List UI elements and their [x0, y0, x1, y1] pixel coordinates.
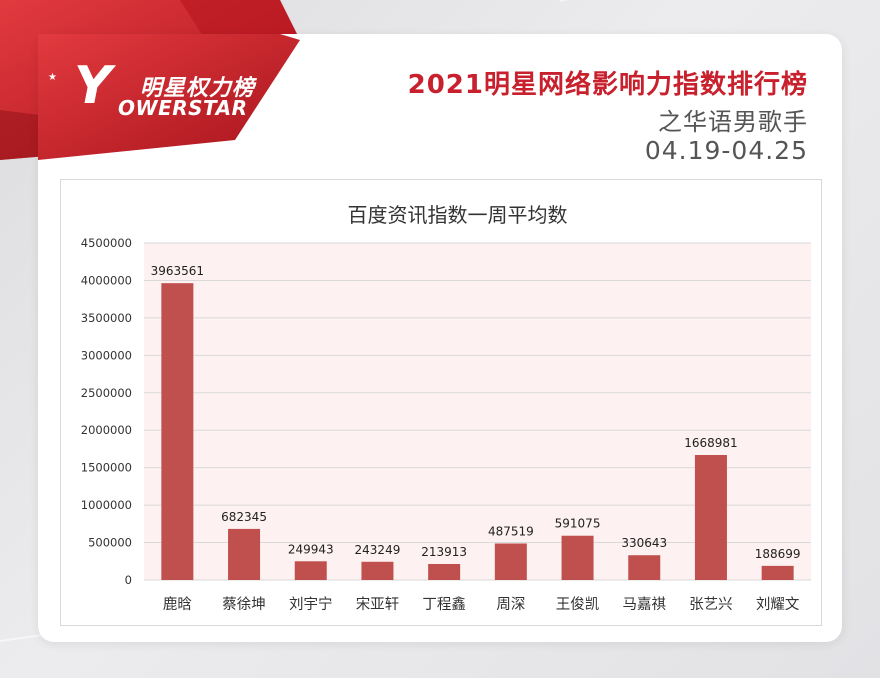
bar — [294, 561, 327, 580]
y-tick-label: 1000000 — [81, 498, 132, 512]
y-tick-label: 2500000 — [81, 386, 132, 400]
data-label: 243249 — [355, 543, 401, 557]
x-tick-label: 马嘉祺 — [623, 596, 667, 613]
bar — [228, 528, 261, 580]
logo-letter: Y — [74, 56, 112, 116]
bar — [628, 555, 661, 580]
star-icon: ★ — [48, 72, 57, 83]
data-label: 330643 — [621, 536, 667, 550]
data-label: 249943 — [288, 542, 334, 556]
bar — [361, 561, 394, 580]
y-tick-label: 1500000 — [81, 461, 132, 475]
y-tick-label: 3000000 — [81, 348, 132, 362]
x-tick-label: 宋亚轩 — [356, 596, 400, 613]
x-tick-label: 蔡徐坤 — [222, 596, 265, 613]
chart-container: 百度资讯指数一周平均数 0 500000 1000000 1500000 2000000 2… — [60, 179, 822, 626]
bar-chart: 百度资讯指数一周平均数 0 500000 1000000 1500000 2000000 2… — [81, 203, 811, 613]
x-tick-label: 刘耀文 — [756, 596, 800, 613]
page-title: 2021明星网络影响力指数排行榜 — [407, 70, 808, 100]
x-tick-label: 丁程鑫 — [422, 595, 466, 613]
bar — [561, 535, 594, 580]
bar — [428, 563, 461, 580]
banner-overlay — [38, 34, 300, 160]
logo-chinese: 明星权力榜 — [140, 76, 256, 101]
data-label: 1668981 — [684, 436, 737, 450]
date-range: 04.19-04.25 — [644, 136, 808, 165]
page-subtitle: 之华语男歌手 — [658, 108, 808, 136]
data-label: 591075 — [555, 517, 601, 531]
bar — [694, 455, 727, 580]
x-tick-label: 王俊凯 — [556, 596, 600, 613]
y-tick-label: 2000000 — [81, 423, 132, 437]
y-tick-label: 4000000 — [81, 273, 132, 287]
chart-title: 百度资讯指数一周平均数 — [348, 203, 568, 227]
x-tick-label: 刘宇宁 — [289, 596, 333, 613]
y-tick-label: 0 — [125, 573, 132, 587]
y-tick-label: 500000 — [88, 536, 132, 550]
x-tick-label: 张艺兴 — [689, 596, 733, 613]
data-label: 213913 — [421, 545, 467, 559]
data-label: 487519 — [488, 524, 534, 538]
data-label: 682345 — [221, 510, 267, 524]
x-tick-label: 周深 — [496, 596, 525, 613]
data-label: 3963561 — [151, 264, 204, 278]
y-tick-label: 4500000 — [81, 236, 132, 250]
data-label: 188699 — [755, 547, 801, 561]
y-tick-label: 3500000 — [81, 311, 132, 325]
x-tick-label: 鹿晗 — [163, 595, 192, 613]
bar — [761, 565, 794, 580]
bar — [494, 543, 527, 580]
logo-english: OWERSTAR — [118, 96, 248, 120]
bar — [161, 283, 194, 580]
